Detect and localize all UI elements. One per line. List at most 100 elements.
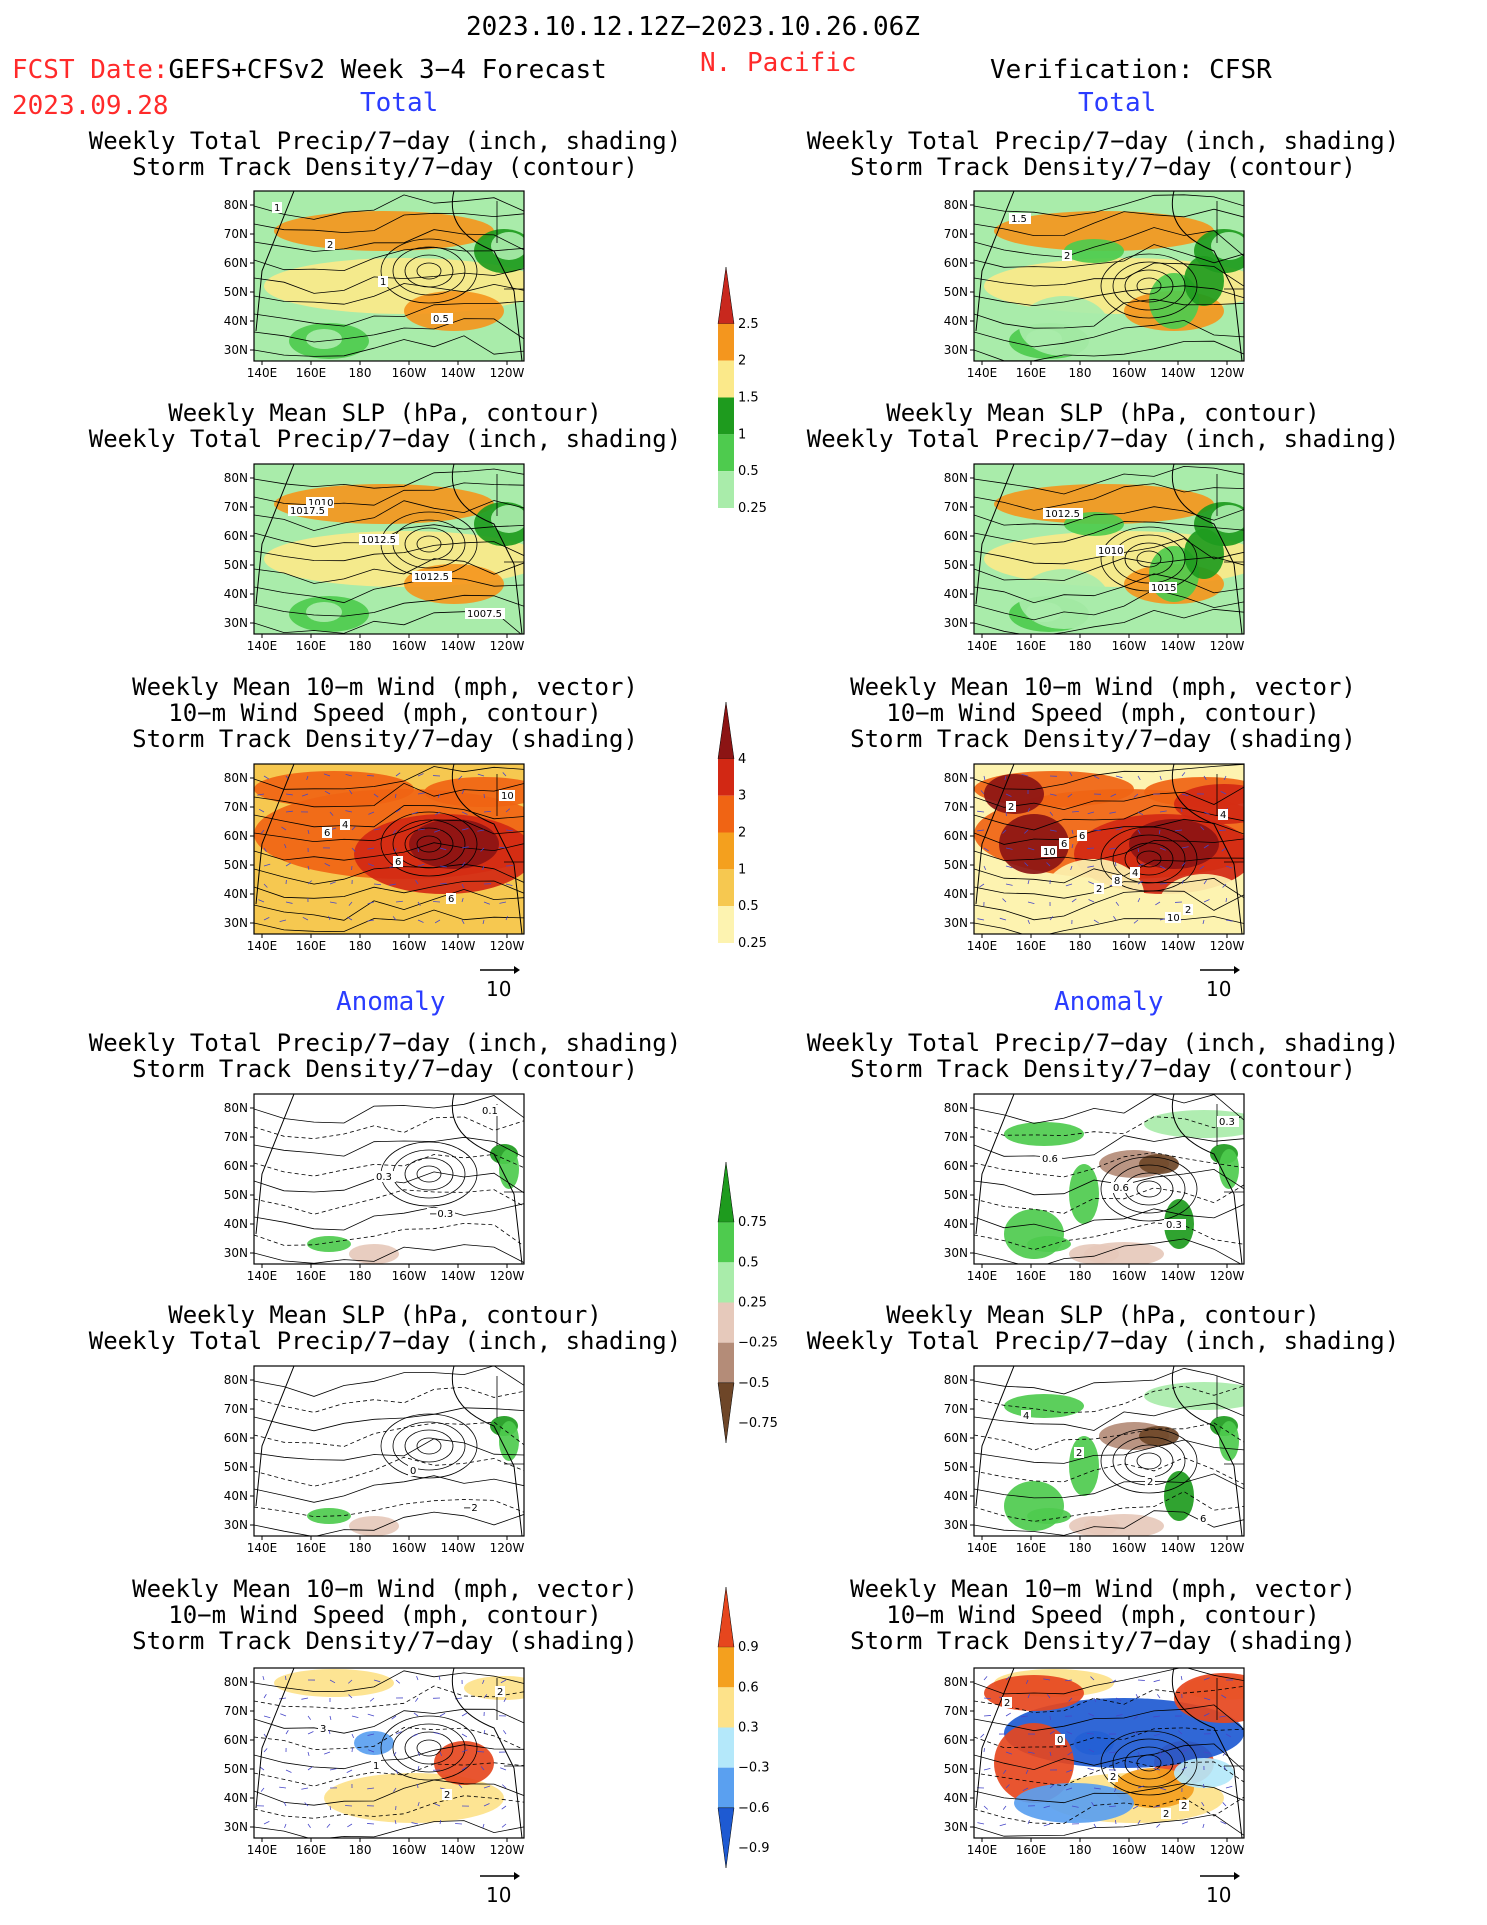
coastline-asia <box>255 1094 295 1235</box>
lat-label: 70N <box>944 1704 968 1718</box>
contour-line <box>974 857 1244 884</box>
contour-label: 2 <box>1110 1772 1116 1783</box>
contour-line <box>254 1244 524 1264</box>
contour-ring <box>1100 1730 1198 1796</box>
wind-vector <box>1070 865 1073 871</box>
wind-vector <box>1153 1805 1161 1808</box>
colorbar-label: 2.5 <box>738 317 759 332</box>
contour-ring <box>416 1165 442 1183</box>
contour-ring <box>1112 261 1186 311</box>
wind-vector <box>1181 1749 1188 1753</box>
contour-label-bg <box>442 1789 452 1800</box>
wind-vector <box>367 1823 375 1825</box>
colorbar-label: 0.3 <box>738 1721 759 1736</box>
wind-vector <box>1043 1678 1051 1681</box>
contour-label-bg <box>359 534 399 545</box>
wind-vector <box>394 793 397 799</box>
contour-line <box>254 805 524 828</box>
lon-label: 160E <box>296 366 327 380</box>
contour-line <box>974 1115 1244 1137</box>
lat-label: 80N <box>224 1675 248 1689</box>
contour-ring <box>1136 277 1162 295</box>
shaded-region <box>274 211 494 251</box>
lon-label: 120W <box>490 1843 525 1857</box>
contour-label: 2 <box>1185 905 1191 916</box>
wind-vector <box>983 847 989 852</box>
lat-label: 50N <box>944 1460 968 1474</box>
contour-label-bg <box>1165 912 1181 923</box>
contour-ring <box>1100 1156 1198 1222</box>
coastline-north-america <box>451 464 523 634</box>
lat-label: 60N <box>944 1159 968 1173</box>
wind-vector <box>394 1819 397 1825</box>
shaded-region <box>499 1149 519 1189</box>
contour-line <box>974 1782 1244 1804</box>
contour-line <box>974 1204 1244 1233</box>
contour-line <box>974 1222 1244 1251</box>
lon-label: 160E <box>1016 1541 1047 1555</box>
colorbar-cap <box>717 1382 735 1444</box>
contour-line <box>974 1814 1244 1837</box>
wind-vector <box>1225 919 1233 922</box>
lat-label: 70N <box>224 227 248 241</box>
wind-vector <box>1115 1819 1117 1825</box>
map-frame <box>253 1667 525 1839</box>
contour-line <box>974 573 1244 604</box>
wind-vector <box>279 919 287 923</box>
vector-ref-t-fc: 10 <box>480 966 520 1001</box>
wind-vector <box>1087 865 1095 868</box>
colorbar-precip-total: 2.5 2 1.5 1 0.5 0.25 <box>717 266 767 516</box>
contour-line <box>254 1136 524 1158</box>
map-anomaly-observed-slp: 2 6 4 2 80N 70N 60N 50N 40N 30N 140E 160E 180 160W 140… <box>944 1365 1245 1555</box>
contour-label: 6 <box>324 828 330 839</box>
wind-vector <box>1137 863 1144 867</box>
lat-label: 60N <box>944 1431 968 1445</box>
colorbar-label: −0.25 <box>738 1336 778 1351</box>
colorbar-swatch <box>718 1222 734 1263</box>
wind-vector <box>1113 916 1117 921</box>
map-field: 2 2 0 2 2 <box>974 1668 1244 1838</box>
wind-vector <box>394 847 397 853</box>
wind-vector <box>1153 1679 1161 1683</box>
shaded-region <box>491 232 524 260</box>
wind-vector <box>1049 1730 1055 1735</box>
wind-vector <box>477 1751 485 1753</box>
wind-vector <box>392 916 397 921</box>
lon-label: 120W <box>1210 639 1245 653</box>
lat-label: 80N <box>944 198 968 212</box>
contour-ring <box>380 1715 478 1781</box>
contour-line <box>254 300 524 327</box>
lat-label: 50N <box>224 558 248 572</box>
wind-vector <box>307 1715 312 1720</box>
lon-label: 180 <box>349 1843 372 1857</box>
wind-vector <box>263 917 270 921</box>
lat-label: 40N <box>224 1489 248 1503</box>
wind-vector <box>351 1715 359 1719</box>
contour-ring <box>404 1429 454 1463</box>
lat-label: 40N <box>224 887 248 901</box>
contour-label-bg <box>378 276 388 287</box>
wind-vector <box>505 808 511 813</box>
wind-vector <box>1005 847 1013 850</box>
contour-label-bg <box>465 608 505 619</box>
lon-label: 120W <box>1210 366 1245 380</box>
wind-vector <box>1132 1805 1139 1810</box>
lat-label: 50N <box>944 285 968 299</box>
wind-vector <box>329 881 336 885</box>
coastline-asia <box>255 464 295 605</box>
wind-vector <box>1219 829 1227 831</box>
contour-line <box>254 888 524 921</box>
wind-vector <box>434 829 441 833</box>
contour-line <box>254 1366 524 1397</box>
wind-vector <box>395 900 403 903</box>
contour-ring <box>1136 550 1162 568</box>
map-frame <box>253 1093 525 1265</box>
title-a-fc-precip: Weekly Total Precip/7−day (inch, shading… <box>88 1029 682 1083</box>
lat-label: 50N <box>224 858 248 872</box>
wind-vector <box>439 1819 442 1825</box>
wind-vector <box>329 1679 336 1684</box>
wind-vector <box>415 880 419 885</box>
contour-label: 4 <box>1023 1411 1029 1422</box>
shaded-region <box>349 1516 399 1536</box>
